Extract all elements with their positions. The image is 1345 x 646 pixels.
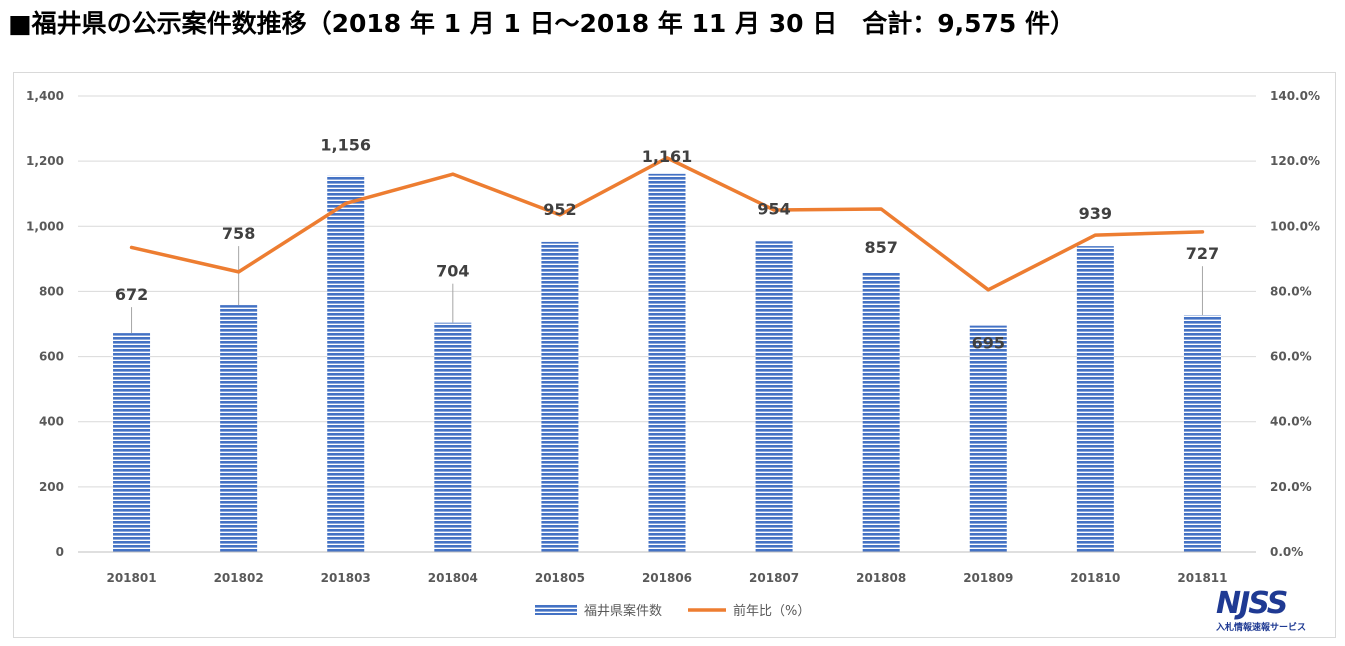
legend-bar-swatch bbox=[535, 605, 577, 615]
yoy-point bbox=[344, 201, 348, 205]
y-right-tick-label: 120.0% bbox=[1270, 154, 1320, 168]
y-left-tick-label: 800 bbox=[39, 284, 64, 298]
bar bbox=[220, 305, 258, 552]
x-tick-label: 201801 bbox=[106, 571, 156, 585]
x-tick-label: 201810 bbox=[1070, 571, 1120, 585]
bar bbox=[541, 241, 579, 553]
y-left-tick-label: 0 bbox=[56, 545, 64, 559]
bar-data-label: 857 bbox=[864, 238, 897, 257]
legend-bar-label: 福井県案件数 bbox=[584, 604, 662, 619]
x-tick-label: 201811 bbox=[1177, 571, 1227, 585]
yoy-point bbox=[130, 245, 134, 249]
y-left-tick-label: 200 bbox=[39, 480, 64, 494]
y-right-tick-label: 100.0% bbox=[1270, 219, 1320, 233]
y-left-tick-label: 1,200 bbox=[26, 154, 64, 168]
y-right-tick-label: 40.0% bbox=[1270, 415, 1312, 429]
bar-data-label: 954 bbox=[757, 199, 790, 218]
y-left-tick-label: 400 bbox=[39, 415, 64, 429]
logo-mark: NJSS bbox=[1216, 586, 1288, 621]
bar-data-label: 704 bbox=[436, 262, 469, 281]
yoy-point bbox=[879, 207, 883, 211]
page-title: ■福井県の公示案件数推移（2018 年 1 月 1 日〜2018 年 11 月 … bbox=[8, 9, 1075, 38]
bar bbox=[755, 241, 793, 553]
x-tick-label: 201802 bbox=[214, 571, 264, 585]
yoy-point bbox=[772, 208, 776, 212]
y-right-tick-label: 60.0% bbox=[1270, 350, 1312, 364]
bar bbox=[1076, 246, 1114, 552]
x-tick-label: 201804 bbox=[428, 571, 478, 585]
y-left-tick-label: 1,000 bbox=[26, 219, 64, 233]
x-tick-label: 201808 bbox=[856, 571, 906, 585]
bar bbox=[1183, 315, 1221, 552]
bar-data-label: 758 bbox=[222, 224, 255, 243]
bar bbox=[113, 333, 151, 552]
logo-subtitle: 入札情報速報サービス bbox=[1216, 623, 1307, 633]
bar-data-label: 672 bbox=[115, 285, 148, 304]
y-right-tick-label: 20.0% bbox=[1270, 480, 1312, 494]
bar bbox=[434, 322, 472, 552]
y-left-tick-label: 1,400 bbox=[26, 89, 64, 103]
chart-frame: 672 758 1,156 704 952 1,161 954 857 695 939 727 0 2… bbox=[13, 72, 1336, 638]
legend-line-label: 前年比（%） bbox=[733, 603, 810, 619]
yoy-point bbox=[1200, 230, 1204, 234]
njss-logo: NJSS 入札情報速報サービス bbox=[1216, 588, 1326, 634]
bar bbox=[969, 325, 1007, 552]
x-tick-label: 201807 bbox=[749, 571, 799, 585]
bar-data-label: 1,161 bbox=[642, 147, 693, 166]
bar-data-label: 952 bbox=[543, 200, 576, 219]
bar bbox=[648, 173, 686, 552]
yoy-point bbox=[451, 172, 455, 176]
bar-data-label: 727 bbox=[1186, 244, 1219, 263]
yoy-point bbox=[237, 270, 241, 274]
bar-data-label: 1,156 bbox=[320, 135, 371, 154]
x-tick-label: 201805 bbox=[535, 571, 585, 585]
bar bbox=[327, 175, 365, 552]
bar-data-label: 939 bbox=[1079, 204, 1112, 223]
chart-svg: 672 758 1,156 704 952 1,161 954 857 695 939 727 0 2… bbox=[26, 89, 1320, 619]
y-left-tick-label: 600 bbox=[39, 350, 64, 364]
bar bbox=[862, 272, 900, 552]
y-right-tick-label: 0.0% bbox=[1270, 545, 1303, 559]
yoy-point bbox=[558, 213, 562, 217]
x-tick-label: 201809 bbox=[963, 571, 1013, 585]
x-tick-label: 201803 bbox=[321, 571, 371, 585]
bar-data-label: 695 bbox=[972, 334, 1005, 353]
yoy-point bbox=[986, 288, 990, 292]
y-right-tick-label: 80.0% bbox=[1270, 284, 1312, 298]
x-tick-label: 201806 bbox=[642, 571, 692, 585]
yoy-point bbox=[1093, 233, 1097, 237]
y-right-tick-label: 140.0% bbox=[1270, 89, 1320, 103]
yoy-point bbox=[665, 156, 669, 160]
